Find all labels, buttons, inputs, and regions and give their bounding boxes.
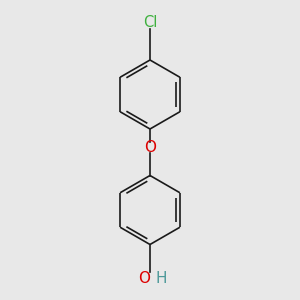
Text: Cl: Cl xyxy=(143,15,157,30)
Text: O: O xyxy=(139,271,151,286)
Text: H: H xyxy=(156,271,167,286)
Text: O: O xyxy=(144,140,156,155)
